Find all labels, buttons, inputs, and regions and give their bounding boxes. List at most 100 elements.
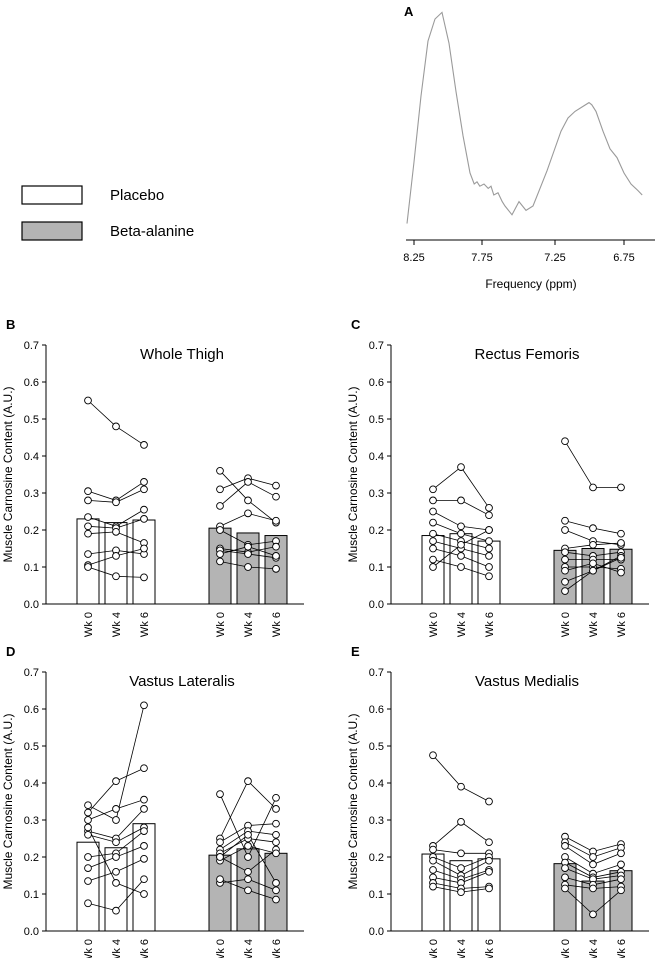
subject-point (589, 540, 597, 549)
x-tick-label: Wk 6 (484, 939, 496, 958)
x-tick-label: Wk 4 (243, 939, 255, 958)
subject-point (561, 548, 569, 557)
subject-point (112, 422, 120, 431)
y-tick-label: 0.6 (24, 377, 39, 389)
legend-swatch-beta-alanine (21, 221, 83, 241)
spectrum-x-axis-label: Frequency (ppm) (485, 277, 576, 291)
subject-point (485, 537, 493, 545)
y-tick-label: 0.3 (369, 488, 384, 500)
subject-point (112, 853, 120, 861)
subject-point (617, 860, 625, 869)
y-axis-label: Muscle Carnosine Content (A.U.) (346, 386, 360, 562)
subject-point (216, 526, 224, 534)
subject-point (84, 864, 92, 872)
subject-point (216, 853, 224, 861)
x-tick-label: Wk 0 (215, 939, 227, 958)
subject-point (429, 544, 437, 553)
subject-point (140, 485, 148, 494)
subject-point (561, 566, 569, 575)
subject-point (112, 777, 120, 786)
spectrum-tick-label-1: 8.25 (403, 252, 424, 264)
subject-point (84, 830, 92, 839)
subject-line (564, 440, 621, 488)
subject-point (244, 875, 252, 884)
subject-point (112, 805, 120, 813)
subject-point (429, 507, 437, 516)
panel-whole-thigh: B Whole Thigh 0.0 0.1 0.2 0.3 0.4 0.5 0.6 0.7 Musc… (1, 317, 304, 637)
y-tick-label: 0.3 (369, 815, 384, 827)
subject-point (84, 487, 92, 496)
subject-point (216, 502, 224, 510)
y-tick-label: 0.4 (369, 778, 384, 790)
y-tick-label: 0.5 (24, 741, 39, 753)
subject-point (272, 492, 280, 501)
subject-point (457, 563, 465, 571)
y-tick-label: 0.2 (369, 852, 384, 864)
subject-point (457, 888, 465, 897)
y-axis-label: Muscle Carnosine Content (A.U.) (1, 713, 15, 889)
subject-point (140, 701, 148, 710)
subject-point (140, 827, 148, 835)
subject-point (244, 563, 252, 571)
x-tick-label: Wk 6 (271, 939, 283, 958)
subject-point (140, 573, 148, 582)
subject-point (561, 526, 569, 534)
spectrum-tick-label-3: 7.25 (544, 252, 565, 264)
subject-point (84, 853, 92, 861)
subject-point (617, 483, 625, 492)
bar-placebo (76, 841, 100, 932)
y-axis-label: Muscle Carnosine Content (A.U.) (1, 386, 15, 562)
x-tick-label: Wk 4 (243, 612, 255, 637)
y-tick-label: 0.6 (24, 704, 39, 716)
subject-point (561, 577, 569, 586)
y-tick-label: 0.2 (24, 525, 39, 537)
subject-point (272, 552, 280, 560)
subject-point (84, 396, 92, 405)
subject-point (617, 539, 625, 547)
subject-point (457, 496, 465, 505)
subject-point (589, 566, 597, 575)
panel-label-b: B (6, 317, 15, 332)
subject-point (561, 873, 569, 882)
x-tick-label: Wk 6 (271, 612, 283, 637)
spectrum-tick-label-2: 7.75 (471, 252, 492, 264)
x-tick-label: Wk 0 (428, 939, 440, 958)
x-tick-label: Wk 0 (83, 939, 95, 958)
subject-point (216, 550, 224, 558)
subject-point (561, 587, 569, 595)
subject-point (84, 808, 92, 817)
y-tick-label: 0.0 (24, 926, 39, 938)
y-tick-label: 0.5 (24, 414, 39, 426)
x-tick-label: Wk 4 (111, 939, 123, 958)
subject-point (429, 845, 437, 854)
subject-point (457, 782, 465, 791)
subject-point (457, 864, 465, 872)
subject-point (216, 466, 224, 475)
legend-label-placebo: Placebo (110, 187, 164, 204)
panel-label-c: C (351, 317, 361, 332)
subject-point (457, 529, 465, 538)
subject-point (429, 882, 437, 891)
subject-point (84, 899, 92, 908)
subject-point (216, 790, 224, 798)
subject-point (112, 838, 120, 847)
subject-point (485, 544, 493, 553)
x-tick-label: Wk 6 (616, 612, 628, 637)
subject-point (617, 886, 625, 895)
subject-point (485, 867, 493, 876)
y-tick-label: 0.0 (24, 599, 39, 611)
subject-point (112, 906, 120, 915)
y-tick-label: 0.4 (369, 451, 384, 463)
subject-point (272, 481, 280, 490)
x-tick-label: Wk 4 (588, 612, 600, 637)
y-tick-label: 0.0 (369, 926, 384, 938)
subject-point (216, 557, 224, 566)
y-tick-label: 0.1 (369, 562, 384, 574)
y-tick-label: 0.3 (24, 815, 39, 827)
subject-point (84, 513, 92, 521)
subject-point (617, 875, 625, 884)
subject-point (485, 838, 493, 847)
subject-point (112, 867, 120, 876)
bar-placebo (132, 519, 156, 605)
